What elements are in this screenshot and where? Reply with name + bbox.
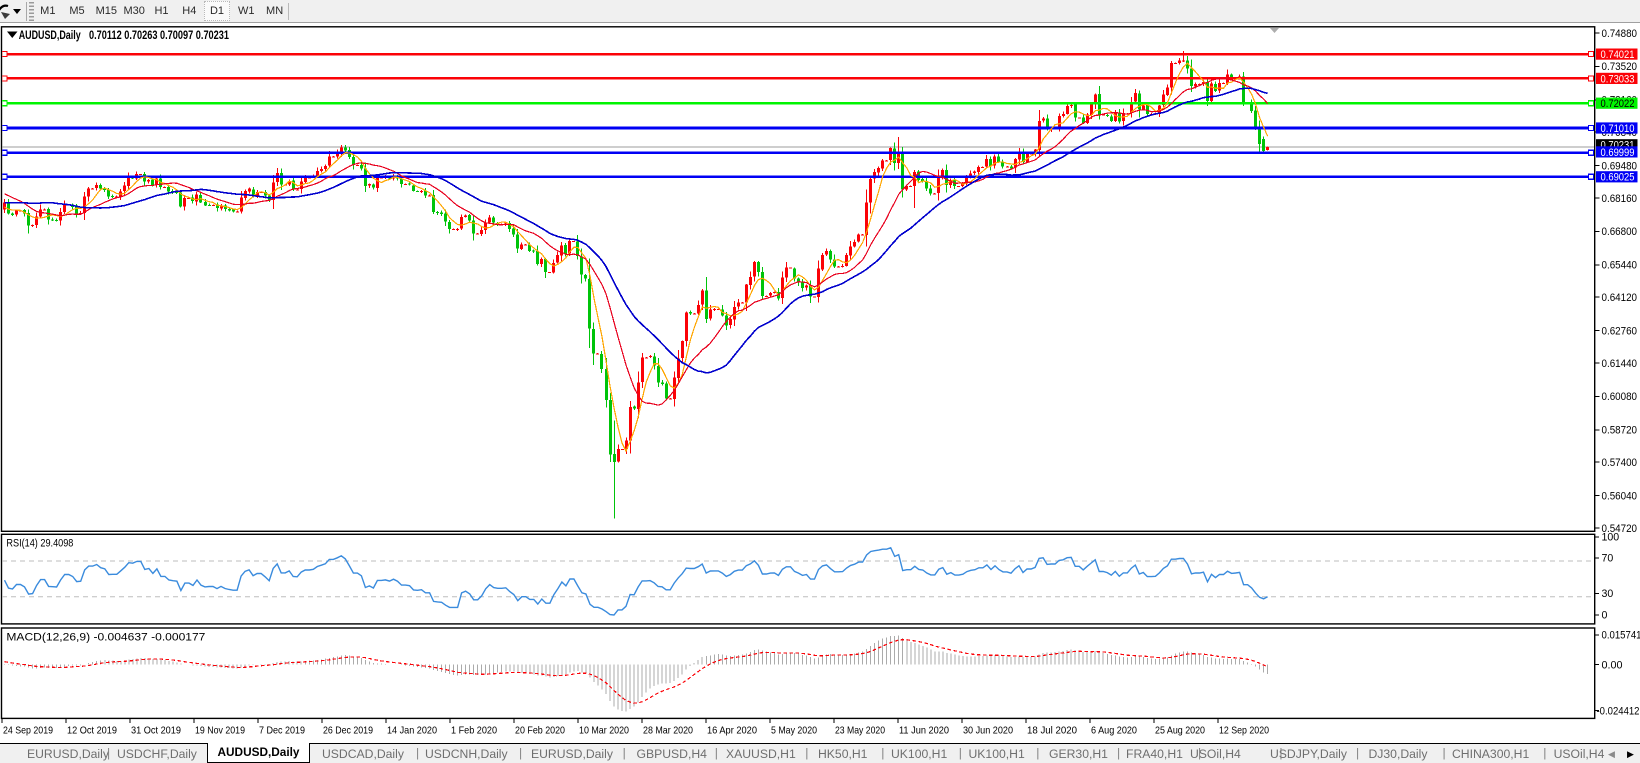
svg-text:24 Sep 2019: 24 Sep 2019 xyxy=(3,726,53,737)
svg-text:1 Feb 2020: 1 Feb 2020 xyxy=(451,726,497,737)
svg-text:11 Jun 2020: 11 Jun 2020 xyxy=(899,726,949,737)
svg-text:0.71010: 0.71010 xyxy=(1601,123,1635,135)
svg-text:0.68160: 0.68160 xyxy=(1602,193,1638,205)
svg-text:14 Jan 2020: 14 Jan 2020 xyxy=(387,726,437,737)
svg-text:10 Mar 2020: 10 Mar 2020 xyxy=(579,726,629,737)
svg-text:-0.024412: -0.024412 xyxy=(1597,705,1640,717)
svg-text:31 Oct 2019: 31 Oct 2019 xyxy=(131,726,181,737)
svg-text:12 Sep 2020: 12 Sep 2020 xyxy=(1219,726,1269,737)
svg-text:0.64120: 0.64120 xyxy=(1602,292,1638,304)
svg-text:12 Oct 2019: 12 Oct 2019 xyxy=(67,726,117,737)
svg-text:0.56040: 0.56040 xyxy=(1602,490,1638,502)
svg-text:16 Apr 2020: 16 Apr 2020 xyxy=(707,726,757,737)
svg-text:100: 100 xyxy=(1602,532,1620,544)
svg-text:0.015741: 0.015741 xyxy=(1602,630,1640,642)
svg-text:26 Dec 2019: 26 Dec 2019 xyxy=(323,726,373,737)
svg-text:20 Feb 2020: 20 Feb 2020 xyxy=(515,726,565,737)
svg-text:0.72022: 0.72022 xyxy=(1601,98,1635,110)
svg-text:0.54720: 0.54720 xyxy=(1602,523,1638,535)
svg-text:23 May 2020: 23 May 2020 xyxy=(835,726,885,737)
svg-text:30 Jun 2020: 30 Jun 2020 xyxy=(963,726,1013,737)
svg-text:25 Aug 2020: 25 Aug 2020 xyxy=(1155,726,1205,737)
svg-text:70: 70 xyxy=(1602,552,1614,564)
svg-text:0.62760: 0.62760 xyxy=(1602,325,1638,337)
svg-text:18 Jul 2020: 18 Jul 2020 xyxy=(1027,726,1077,737)
svg-text:AUDUSD,Daily: AUDUSD,Daily xyxy=(19,30,81,42)
svg-text:0.74021: 0.74021 xyxy=(1601,49,1635,61)
svg-text:0: 0 xyxy=(1602,610,1608,622)
svg-text:RSI(14) 29.4098: RSI(14) 29.4098 xyxy=(6,538,73,550)
svg-text:19 Nov 2019: 19 Nov 2019 xyxy=(195,726,245,737)
svg-text:0.69025: 0.69025 xyxy=(1601,172,1635,184)
svg-text:0.73033: 0.73033 xyxy=(1601,73,1635,85)
svg-text:7 Dec 2019: 7 Dec 2019 xyxy=(259,726,305,737)
svg-text:30: 30 xyxy=(1602,588,1614,600)
svg-text:0.69999: 0.69999 xyxy=(1601,147,1635,159)
svg-text:5 May 2020: 5 May 2020 xyxy=(771,726,817,737)
svg-text:28 Mar 2020: 28 Mar 2020 xyxy=(643,726,693,737)
svg-text:0.70112 0.70263 0.70097 0.7023: 0.70112 0.70263 0.70097 0.70231 xyxy=(89,30,229,42)
svg-text:0.57400: 0.57400 xyxy=(1602,457,1638,469)
svg-text:0.73520: 0.73520 xyxy=(1602,61,1638,73)
svg-text:0.74880: 0.74880 xyxy=(1602,28,1638,40)
svg-text:0.60080: 0.60080 xyxy=(1602,391,1638,403)
svg-text:0.58720: 0.58720 xyxy=(1602,425,1638,437)
svg-text:0.69480: 0.69480 xyxy=(1602,160,1638,172)
svg-text:MACD(12,26,9) -0.004637 -0.000: MACD(12,26,9) -0.004637 -0.000177 xyxy=(6,632,205,644)
svg-text:0.00: 0.00 xyxy=(1602,659,1623,671)
svg-text:0.66800: 0.66800 xyxy=(1602,226,1638,238)
svg-text:0.65440: 0.65440 xyxy=(1602,260,1638,272)
svg-text:6 Aug 2020: 6 Aug 2020 xyxy=(1091,726,1137,737)
svg-text:0.61440: 0.61440 xyxy=(1602,358,1638,370)
